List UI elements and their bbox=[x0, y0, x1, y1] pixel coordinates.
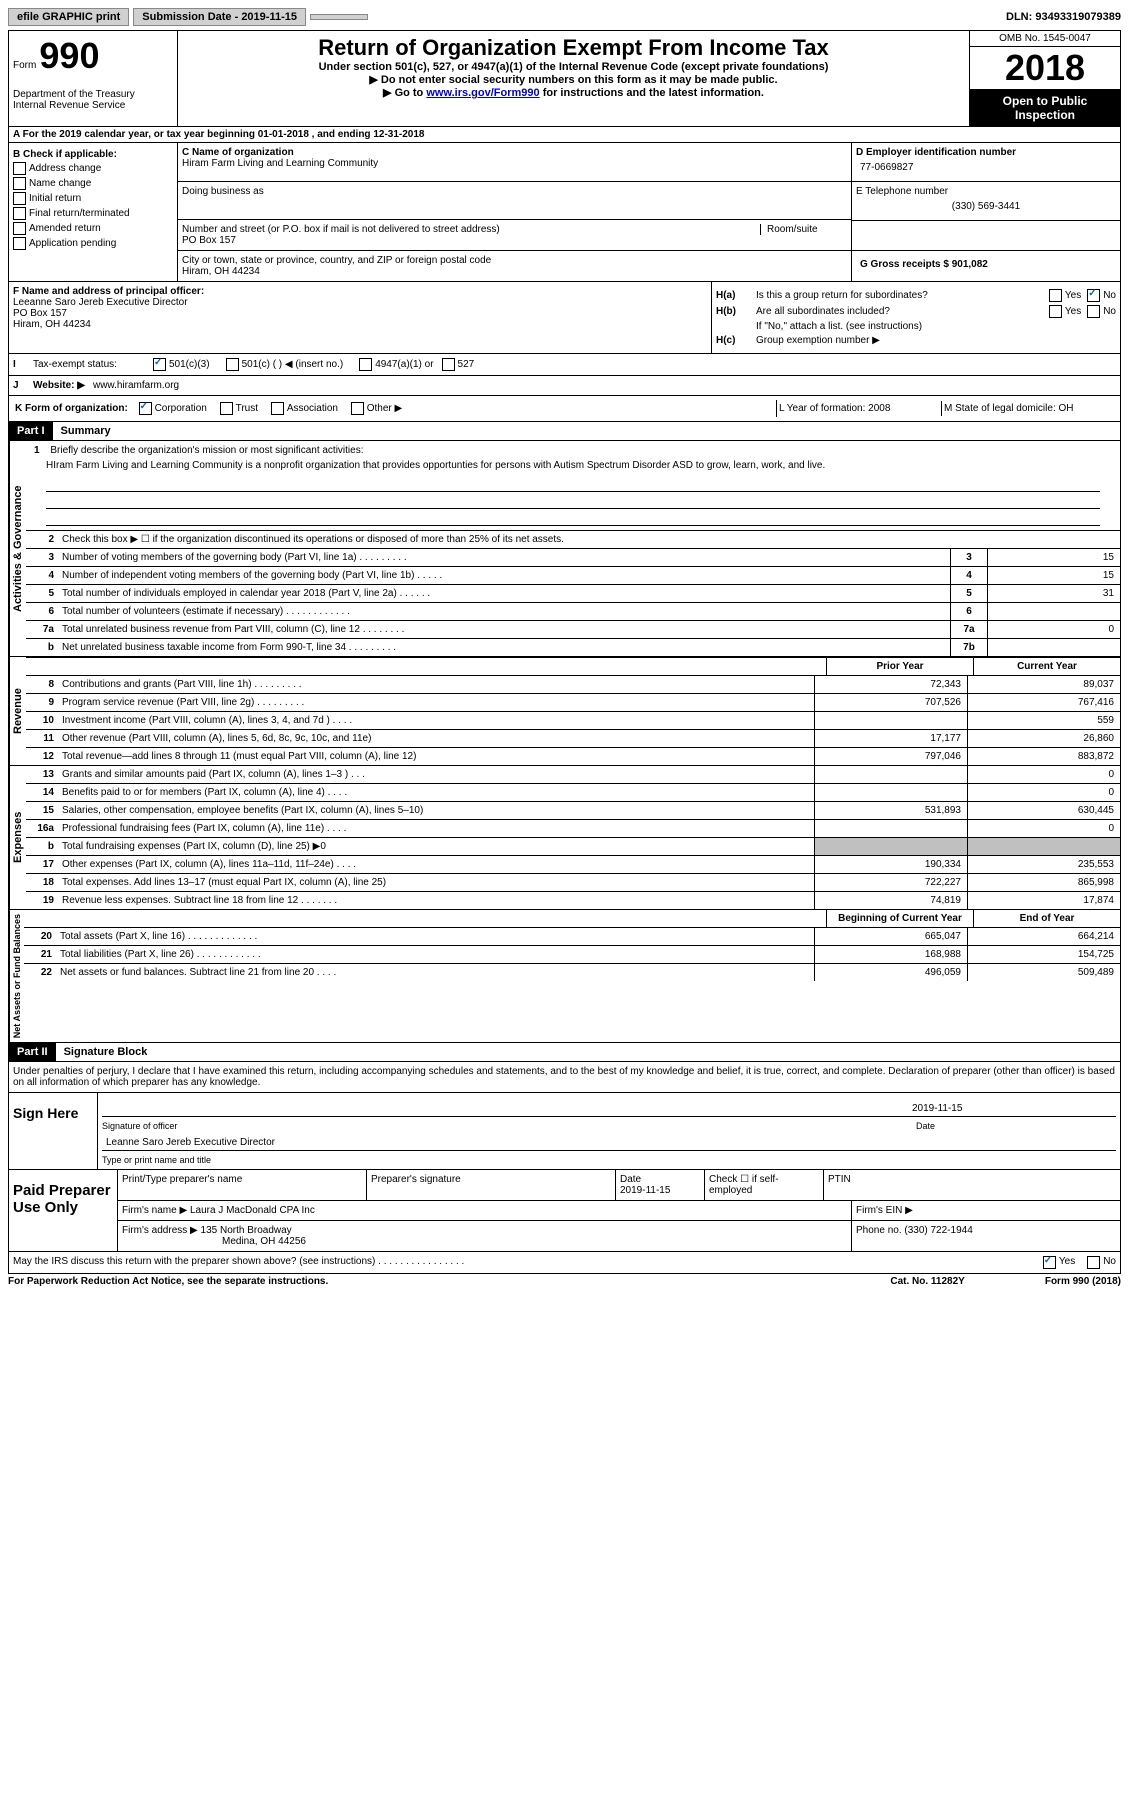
val-volunteers bbox=[987, 603, 1120, 620]
cb-4947[interactable] bbox=[359, 358, 372, 371]
addr-cell: Number and street (or P.O. box if mail i… bbox=[178, 220, 852, 251]
ha-no[interactable] bbox=[1087, 289, 1100, 302]
vlabel-netassets: Net Assets or Fund Balances bbox=[9, 910, 24, 1042]
principal-officer: F Name and address of principal officer:… bbox=[9, 282, 712, 353]
discuss-row: May the IRS discuss this return with the… bbox=[8, 1252, 1121, 1274]
form-title: Return of Organization Exempt From Incom… bbox=[182, 35, 965, 61]
form-header: Form 990 Department of the Treasury Inte… bbox=[8, 30, 1121, 127]
col-cde: C Name of organization Hiram Farm Living… bbox=[178, 143, 1120, 281]
phone: (330) 569-3441 bbox=[856, 197, 1116, 216]
public-inspection: Open to Public Inspection bbox=[970, 90, 1120, 126]
val-voting: 15 bbox=[987, 549, 1120, 566]
section-fh: F Name and address of principal officer:… bbox=[8, 282, 1121, 354]
header-left: Form 990 Department of the Treasury Inte… bbox=[9, 31, 178, 126]
preparer-label: Paid Preparer Use Only bbox=[9, 1170, 118, 1251]
vlabel-revenue: Revenue bbox=[9, 657, 26, 765]
cb-527[interactable] bbox=[442, 358, 455, 371]
header-center: Return of Organization Exempt From Incom… bbox=[178, 31, 969, 126]
group-return: H(a) Is this a group return for subordin… bbox=[712, 282, 1120, 353]
sig-date: 2019-11-15 bbox=[912, 1103, 1112, 1114]
hb-no[interactable] bbox=[1087, 305, 1100, 318]
year-formation: L Year of formation: 2008 bbox=[777, 401, 942, 416]
firm-name: Laura J MacDonald CPA Inc bbox=[190, 1205, 315, 1216]
vlabel-governance: Activities & Governance bbox=[9, 441, 26, 656]
top-bar: efile GRAPHIC print Submission Date - 20… bbox=[8, 8, 1121, 26]
ha-yes[interactable] bbox=[1049, 289, 1062, 302]
part1-header: Part I Summary bbox=[8, 422, 1121, 441]
col-prior: Prior Year bbox=[826, 658, 973, 675]
part2-header: Part II Signature Block bbox=[8, 1043, 1121, 1062]
form-subtitle: Under section 501(c), 527, or 4947(a)(1)… bbox=[182, 61, 965, 73]
state-domicile: M State of legal domicile: OH bbox=[942, 401, 1116, 416]
instruction-link: ▶ Go to www.irs.gov/Form990 for instruct… bbox=[182, 86, 965, 99]
hb-yes[interactable] bbox=[1049, 305, 1062, 318]
sig-section: Under penalties of perjury, I declare th… bbox=[8, 1062, 1121, 1170]
col-b-checkboxes: B Check if applicable: Address change Na… bbox=[9, 143, 178, 281]
address: PO Box 157 bbox=[182, 235, 847, 246]
phone-cell: E Telephone number (330) 569-3441 bbox=[852, 182, 1120, 220]
discuss-no[interactable] bbox=[1087, 1256, 1100, 1269]
website-row: J Website: ▶ www.hiramfarm.org bbox=[8, 376, 1121, 396]
firm-addr: 135 North Broadway bbox=[201, 1225, 292, 1236]
governance-section: Activities & Governance 1 Briefly descri… bbox=[8, 441, 1121, 657]
expenses-section: Expenses 13 Grants and similar amounts p… bbox=[8, 766, 1121, 910]
header-right: OMB No. 1545-0047 2018 Open to Public In… bbox=[969, 31, 1120, 126]
row-a: A For the 2019 calendar year, or tax yea… bbox=[8, 127, 1121, 143]
city: Hiram, OH 44234 bbox=[182, 266, 847, 277]
discuss-yes[interactable] bbox=[1043, 1256, 1056, 1269]
val-7a: 0 bbox=[987, 621, 1120, 638]
kform-row: K Form of organization: Corporation Trus… bbox=[8, 396, 1121, 422]
mission-text: HIram Farm Living and Learning Community… bbox=[26, 460, 1120, 475]
sig-name: Leanne Saro Jereb Executive Director bbox=[106, 1137, 1112, 1148]
cb-501c[interactable] bbox=[226, 358, 239, 371]
preparer-section: Paid Preparer Use Only Print/Type prepar… bbox=[8, 1170, 1121, 1252]
val-indep: 15 bbox=[987, 567, 1120, 584]
dln: DLN: 93493319079389 bbox=[1006, 11, 1121, 23]
cb-address[interactable]: Address change bbox=[13, 162, 173, 175]
omb-number: OMB No. 1545-0047 bbox=[970, 31, 1120, 47]
website-url: www.hiramfarm.org bbox=[93, 380, 179, 391]
cb-other[interactable] bbox=[351, 402, 364, 415]
cb-final[interactable]: Final return/terminated bbox=[13, 207, 173, 220]
cb-501c3[interactable] bbox=[153, 358, 166, 371]
blank-button[interactable] bbox=[310, 14, 368, 20]
cb-trust[interactable] bbox=[220, 402, 233, 415]
form-number: 990 bbox=[39, 35, 99, 76]
val-7b bbox=[987, 639, 1120, 656]
bottom-line: For Paperwork Reduction Act Notice, see … bbox=[8, 1274, 1121, 1289]
ein: 77-0669827 bbox=[856, 158, 1116, 177]
dept-treasury: Department of the Treasury Internal Reve… bbox=[13, 89, 173, 111]
form-label: Form bbox=[13, 60, 36, 71]
firm-phone: Phone no. (330) 722-1944 bbox=[852, 1221, 1120, 1251]
cb-amended[interactable]: Amended return bbox=[13, 222, 173, 235]
cb-pending[interactable]: Application pending bbox=[13, 237, 173, 250]
revenue-section: Revenue Prior Year Current Year 8 Contri… bbox=[8, 657, 1121, 766]
org-name-cell: C Name of organization Hiram Farm Living… bbox=[178, 143, 852, 182]
city-cell: City or town, state or province, country… bbox=[178, 251, 852, 281]
irs-link[interactable]: www.irs.gov/Form990 bbox=[426, 87, 539, 99]
cb-assoc[interactable] bbox=[271, 402, 284, 415]
cb-corp[interactable] bbox=[139, 402, 152, 415]
gross-receipts: G Gross receipts $ 901,082 bbox=[852, 251, 1120, 281]
cb-name[interactable]: Name change bbox=[13, 177, 173, 190]
instruction-ssn: ▶ Do not enter social security numbers o… bbox=[182, 73, 965, 86]
vlabel-expenses: Expenses bbox=[9, 766, 26, 909]
ein-cell: D Employer identification number 77-0669… bbox=[852, 143, 1120, 182]
netassets-section: Net Assets or Fund Balances Beginning of… bbox=[8, 910, 1121, 1043]
submission-date[interactable]: Submission Date - 2019-11-15 bbox=[133, 8, 306, 26]
info-grid: B Check if applicable: Address change Na… bbox=[8, 143, 1121, 282]
col-b-header: B Check if applicable: bbox=[13, 149, 173, 160]
cb-initial[interactable]: Initial return bbox=[13, 192, 173, 205]
dba-cell: Doing business as bbox=[178, 182, 852, 220]
tax-year: 2018 bbox=[970, 47, 1120, 90]
org-name: Hiram Farm Living and Learning Community bbox=[182, 158, 847, 169]
col-current: Current Year bbox=[973, 658, 1120, 675]
tax-status-row: I Tax-exempt status: 501(c)(3) 501(c) ( … bbox=[8, 354, 1121, 376]
efile-button[interactable]: efile GRAPHIC print bbox=[8, 8, 129, 26]
sig-intro: Under penalties of perjury, I declare th… bbox=[9, 1062, 1120, 1092]
sign-here-label: Sign Here bbox=[9, 1093, 98, 1169]
val-employed: 31 bbox=[987, 585, 1120, 602]
